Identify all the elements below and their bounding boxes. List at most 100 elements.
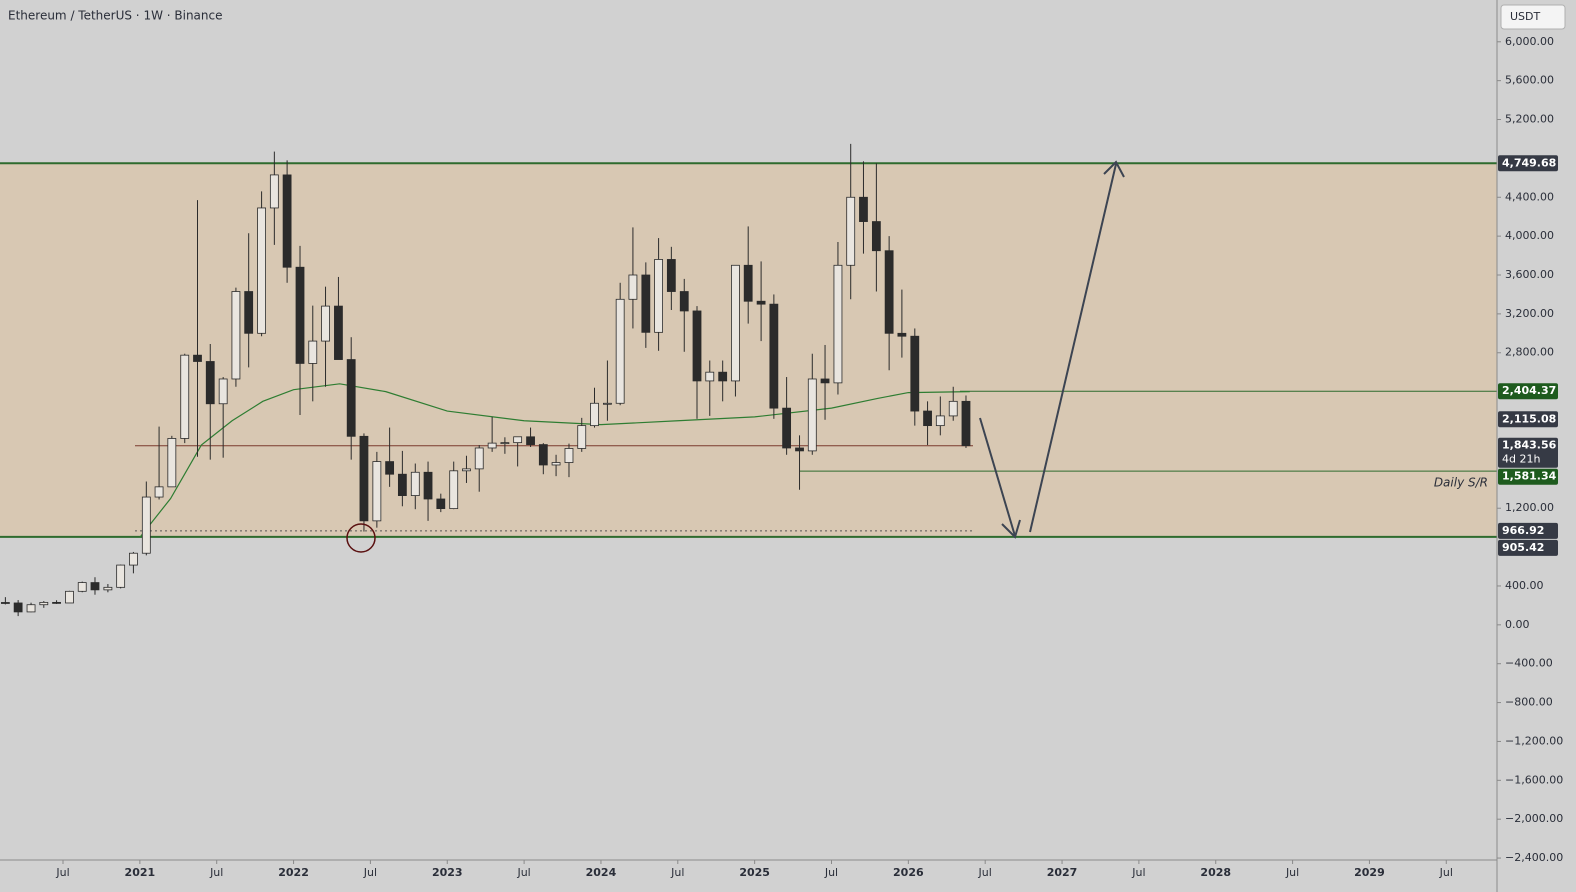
y-tick-label: −1,600.00 xyxy=(1505,773,1563,786)
candle-body xyxy=(859,196,868,222)
moving-average xyxy=(139,383,970,538)
candle-body xyxy=(385,461,395,475)
candle-body xyxy=(654,259,663,333)
candle-body xyxy=(474,447,484,470)
candle-body xyxy=(90,582,100,591)
level-label-box xyxy=(1498,155,1558,172)
level-annotation: Daily S/R xyxy=(1434,476,1488,490)
candle-body xyxy=(884,250,894,334)
candle-body xyxy=(462,468,471,472)
x-tick-label: Jul xyxy=(55,866,69,879)
candle-body xyxy=(103,586,113,591)
x-tick-label: Jul xyxy=(1439,866,1453,879)
y-tick-label: 3,600.00 xyxy=(1505,268,1554,281)
candle-body xyxy=(833,264,843,384)
level-label-box xyxy=(1498,468,1558,485)
candle-body xyxy=(0,602,10,604)
candle-body xyxy=(577,425,587,449)
candle-body xyxy=(679,291,689,312)
y-tick-label: −400.00 xyxy=(1505,657,1553,670)
candle-body xyxy=(308,340,318,364)
candle-body xyxy=(897,332,907,337)
candle-body xyxy=(65,590,74,604)
x-tick-label: 2026 xyxy=(893,866,924,879)
candle-body xyxy=(372,461,382,522)
candle-body xyxy=(628,274,638,300)
candle-body xyxy=(449,470,459,510)
candle-body xyxy=(500,442,510,445)
x-tick-label: Jul xyxy=(1285,866,1299,879)
candle-body xyxy=(820,378,830,384)
candle-body xyxy=(397,473,407,496)
level-label: 1,581.34 xyxy=(1502,470,1557,483)
x-tick-label: 2024 xyxy=(586,866,617,879)
candle-body xyxy=(282,174,292,268)
candle-body xyxy=(590,402,599,427)
candle-body xyxy=(410,471,420,496)
candle-body xyxy=(129,552,138,566)
candle-body xyxy=(603,402,612,405)
x-tick-label: Jul xyxy=(978,866,992,879)
candle-body xyxy=(526,436,535,445)
candle-body xyxy=(769,303,779,409)
y-tick-label: 5,600.00 xyxy=(1505,74,1554,87)
candle-body xyxy=(705,371,715,382)
candle-body xyxy=(154,486,164,498)
candle-body xyxy=(180,354,190,439)
candle-body xyxy=(436,498,446,510)
currency-label: USDT xyxy=(1510,10,1541,23)
range-box xyxy=(0,163,1497,537)
candle-body xyxy=(564,448,574,463)
candle-body xyxy=(910,335,920,412)
arrow-up xyxy=(1029,163,1117,533)
x-tick-label: 2025 xyxy=(739,866,770,879)
x-tick-label: Jul xyxy=(363,866,377,879)
candle-body xyxy=(487,442,497,449)
projection-arrows xyxy=(979,160,1125,539)
y-tick-label: 1,200.00 xyxy=(1505,501,1554,514)
candle-body xyxy=(167,438,177,488)
candle-body xyxy=(666,259,676,292)
candle-body xyxy=(321,305,330,342)
x-tick-label: Jul xyxy=(824,866,838,879)
x-tick-label: Jul xyxy=(209,866,223,879)
candle-body xyxy=(846,196,856,266)
candle-body xyxy=(231,291,241,380)
candle-body xyxy=(334,305,343,360)
level-label: 905.42 xyxy=(1502,541,1544,554)
candle-body xyxy=(295,266,305,364)
x-tick-label: Jul xyxy=(670,866,684,879)
candle-body xyxy=(116,564,126,588)
y-tick-label: −800.00 xyxy=(1505,696,1553,709)
chart-title: Ethereum / TetherUS · 1W · Binance xyxy=(8,9,223,23)
x-tick-label: 2027 xyxy=(1047,866,1078,879)
y-tick-label: 4,000.00 xyxy=(1505,229,1554,242)
candle-body xyxy=(52,601,61,604)
candle-body xyxy=(423,471,433,500)
x-tick-label: 2021 xyxy=(125,866,156,879)
candle-body xyxy=(244,291,254,334)
y-tick-label: 0.00 xyxy=(1505,618,1530,631)
candle-body xyxy=(269,174,279,209)
level-label-box xyxy=(1498,411,1558,428)
candle-body xyxy=(77,582,87,592)
candle-body xyxy=(923,410,932,427)
candle-body xyxy=(205,361,215,405)
y-tick-label: 3,200.00 xyxy=(1505,307,1554,320)
candle-body xyxy=(795,447,804,452)
arrow-down xyxy=(979,417,1016,537)
y-tick-label: 6,000.00 xyxy=(1505,35,1554,48)
candle-body xyxy=(257,207,266,334)
candle-body xyxy=(615,298,625,404)
candle-body xyxy=(948,400,958,417)
y-tick-label: −2,000.00 xyxy=(1505,812,1563,825)
y-tick-label: 400.00 xyxy=(1505,579,1544,592)
level-label: 1,843.56 xyxy=(1502,439,1557,452)
level-label: 4,749.68 xyxy=(1502,156,1556,169)
candle-body xyxy=(692,310,702,382)
currency-box[interactable] xyxy=(1500,4,1566,30)
y-tick-label: 4,400.00 xyxy=(1505,190,1554,203)
candle-body xyxy=(346,359,356,437)
level-label-box xyxy=(1498,539,1558,556)
y-tick-label: 2,800.00 xyxy=(1505,346,1554,359)
